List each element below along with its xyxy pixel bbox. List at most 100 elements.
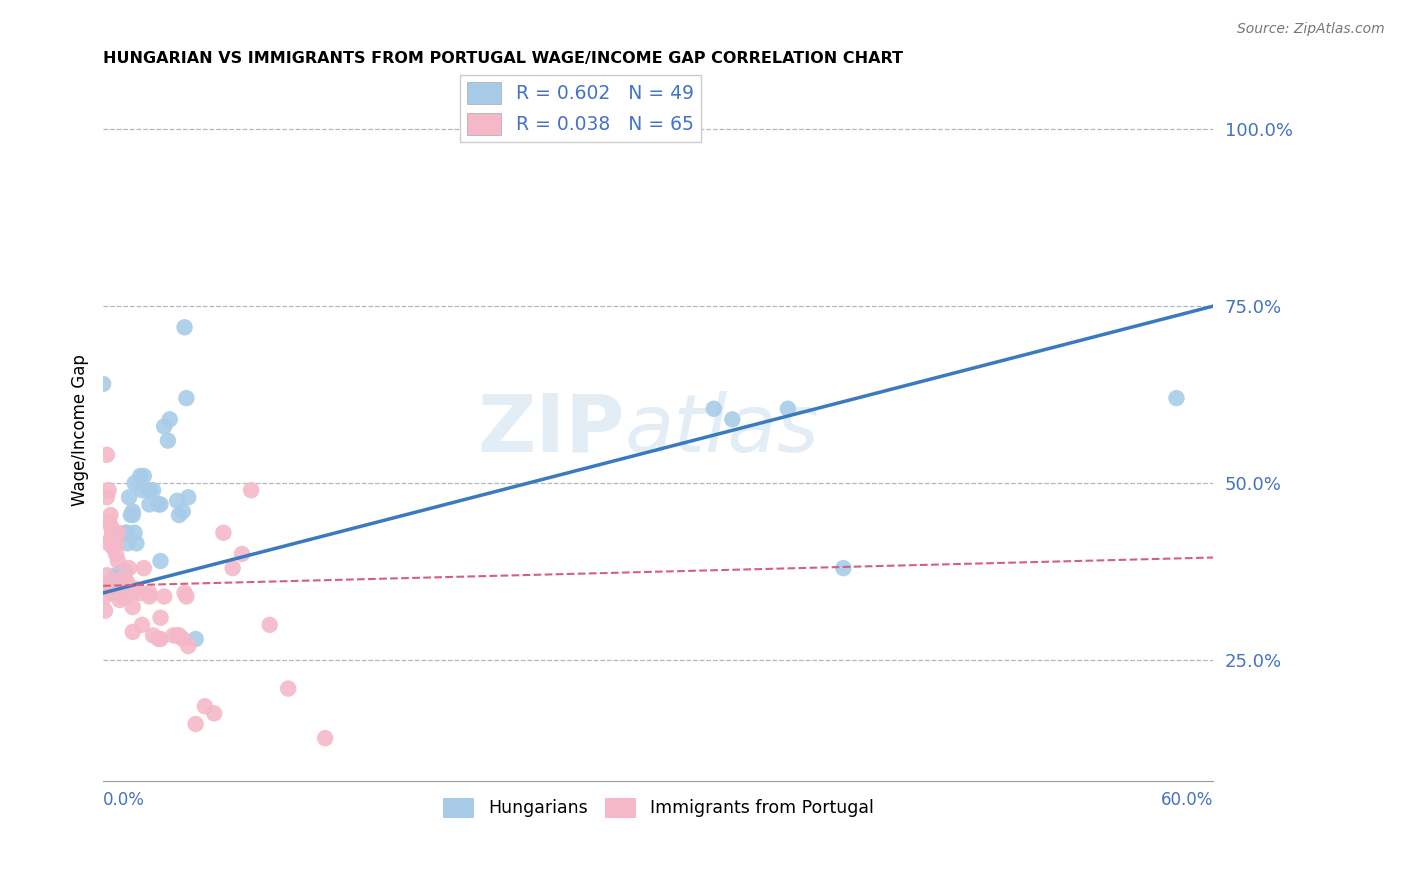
Point [129, 469, 152, 483]
Point [149, 554, 172, 568]
Point [111, 582, 134, 597]
Point [91, 376, 114, 391]
Point [138, 497, 160, 511]
Point [148, 497, 170, 511]
Point [138, 586, 160, 600]
Point [111, 572, 134, 586]
Point [111, 565, 134, 579]
Point [105, 547, 128, 561]
Text: ZIP: ZIP [478, 391, 626, 469]
Point [177, 491, 200, 505]
Point [176, 391, 198, 405]
Point [149, 497, 172, 511]
Point [96, 568, 118, 582]
Point [124, 476, 146, 491]
Point [101, 525, 124, 540]
Point [108, 579, 131, 593]
Point [103, 572, 125, 586]
Point [107, 525, 129, 540]
Point [172, 504, 194, 518]
Point [832, 561, 855, 575]
Point [111, 579, 134, 593]
Point [115, 525, 138, 540]
Point [101, 525, 124, 540]
Point [156, 434, 179, 448]
Point [100, 575, 122, 590]
Point [100, 533, 122, 547]
Text: atlas: atlas [626, 391, 820, 469]
Point [118, 561, 141, 575]
Point [121, 624, 143, 639]
Point [100, 508, 122, 522]
Point [125, 536, 148, 550]
Point [97, 536, 120, 550]
Point [94, 579, 117, 593]
Point [184, 632, 207, 646]
Point [159, 412, 181, 426]
Point [173, 586, 195, 600]
Point [112, 590, 135, 604]
Point [121, 600, 143, 615]
Point [212, 525, 235, 540]
Point [97, 515, 120, 529]
Point [101, 540, 124, 554]
Point [97, 483, 120, 498]
Point [103, 525, 125, 540]
Point [153, 590, 176, 604]
Point [107, 554, 129, 568]
Point [703, 401, 725, 416]
Point [96, 579, 118, 593]
Point [129, 586, 152, 600]
Point [184, 717, 207, 731]
Point [138, 483, 160, 498]
Point [94, 604, 117, 618]
Point [1166, 391, 1188, 405]
Point [173, 320, 195, 334]
Point [120, 586, 142, 600]
Point [166, 493, 188, 508]
Point [121, 504, 143, 518]
Point [121, 508, 143, 522]
Point [149, 611, 172, 625]
Point [153, 419, 176, 434]
Point [124, 582, 146, 597]
Text: HUNGARIAN VS IMMIGRANTS FROM PORTUGAL WAGE/INCOME GAP CORRELATION CHART: HUNGARIAN VS IMMIGRANTS FROM PORTUGAL WA… [103, 51, 903, 66]
Point [131, 483, 153, 498]
Point [105, 536, 128, 550]
Point [115, 575, 138, 590]
Point [142, 628, 165, 642]
Y-axis label: Wage/Income Gap: Wage/Income Gap [72, 354, 89, 506]
Point [148, 632, 170, 646]
Point [142, 483, 165, 498]
Point [176, 590, 198, 604]
Point [114, 525, 136, 540]
Point [131, 617, 153, 632]
Point [314, 731, 336, 746]
Point [94, 590, 117, 604]
Point [120, 508, 142, 522]
Text: 0.0%: 0.0% [103, 791, 145, 809]
Point [108, 593, 131, 607]
Point [114, 565, 136, 579]
Point [124, 525, 146, 540]
Point [172, 632, 194, 646]
Point [194, 699, 217, 714]
Point [100, 518, 122, 533]
Point [96, 448, 118, 462]
Point [101, 586, 124, 600]
Point [221, 561, 243, 575]
Point [118, 491, 141, 505]
Point [108, 586, 131, 600]
Point [166, 628, 188, 642]
Point [103, 575, 125, 590]
Point [132, 561, 155, 575]
Point [162, 628, 184, 642]
Point [167, 508, 190, 522]
Point [259, 617, 281, 632]
Point [114, 575, 136, 590]
Point [112, 568, 135, 582]
Point [231, 547, 253, 561]
Point [108, 579, 131, 593]
Point [776, 401, 799, 416]
Point [107, 579, 129, 593]
